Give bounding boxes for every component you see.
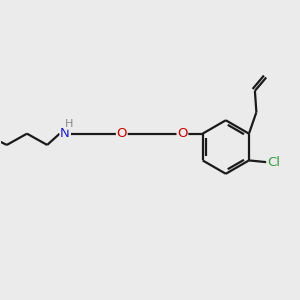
Text: Cl: Cl bbox=[267, 156, 280, 169]
Text: O: O bbox=[116, 127, 127, 140]
Text: O: O bbox=[177, 127, 188, 140]
Text: H: H bbox=[64, 119, 73, 129]
Text: N: N bbox=[60, 127, 70, 140]
